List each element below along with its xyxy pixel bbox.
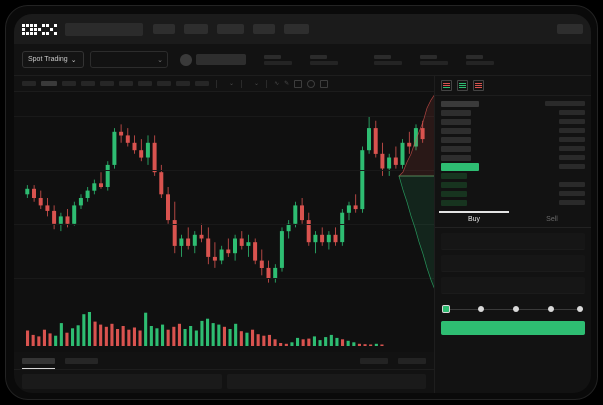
trade-tabs: Buy Sell <box>435 211 591 228</box>
slider-step-25[interactable] <box>478 306 484 312</box>
candlestick-chart[interactable] <box>14 92 434 304</box>
timeframe-button-6[interactable] <box>119 81 133 86</box>
volume-svg <box>26 312 384 346</box>
orderbook-ask-row[interactable] <box>441 144 585 153</box>
order-book[interactable] <box>435 96 591 210</box>
depth-chart <box>397 92 439 304</box>
market-bar: Spot Trading ⌄ ⌄ <box>14 44 591 76</box>
amount-slider[interactable] <box>442 305 583 314</box>
nav-item-5[interactable] <box>284 24 309 34</box>
nav-item-1[interactable] <box>153 24 175 34</box>
nav-item-6[interactable] <box>557 24 583 34</box>
orderbook-view-icons <box>435 76 591 96</box>
stat-24h-high <box>310 54 338 65</box>
fullscreen-icon[interactable] <box>320 79 329 88</box>
candles-svg <box>25 117 425 283</box>
orderbook-ask-row[interactable] <box>441 153 585 162</box>
orderbook-header <box>441 99 585 108</box>
slider-step-100[interactable] <box>577 306 583 312</box>
bottom-panel-left <box>22 374 222 389</box>
timeframe-button-7[interactable] <box>138 81 152 86</box>
toolbar-divider <box>266 79 268 88</box>
camera-icon[interactable] <box>294 79 303 88</box>
chevron-down-icon[interactable]: ⌄ <box>254 80 260 87</box>
bottom-tabs <box>14 352 434 370</box>
spot-trading-select[interactable]: Spot Trading ⌄ <box>22 51 84 68</box>
pencil-icon[interactable]: ✎ <box>284 80 290 87</box>
orderbook-bid-row[interactable] <box>441 180 585 189</box>
okx-logo-o-icon <box>22 23 33 35</box>
orderbook-ask-row[interactable] <box>441 108 585 117</box>
chevron-down-icon: ⌄ <box>157 56 163 64</box>
orderbook-view-asks-icon[interactable] <box>473 80 484 91</box>
tab-filter[interactable] <box>360 357 388 364</box>
settings-icon[interactable] <box>307 79 316 88</box>
tab-order-history[interactable] <box>65 357 98 364</box>
timeframe-button-10[interactable] <box>195 81 209 86</box>
toolbar-divider <box>216 79 217 88</box>
slider-step-50[interactable] <box>513 306 519 312</box>
timeframe-button-5[interactable] <box>100 81 114 86</box>
coin-avatar <box>180 53 192 66</box>
okx-logo[interactable] <box>22 23 57 35</box>
app-screen: Spot Trading ⌄ ⌄ <box>14 14 591 393</box>
timeframe-button-1[interactable] <box>22 81 36 86</box>
chart-toolbar: ⌄ ⌄ ∿ ✎ <box>14 76 434 92</box>
nav-item-4[interactable] <box>253 24 275 34</box>
depth-svg <box>398 92 436 291</box>
stat-24h-volume <box>420 54 448 65</box>
orderbook-ask-row[interactable] <box>441 135 585 144</box>
order-total-field[interactable] <box>441 277 585 294</box>
orderbook-ask-row[interactable] <box>441 117 585 126</box>
stat-24h-low <box>374 54 402 65</box>
nav-search-input[interactable] <box>65 22 143 36</box>
stat-24h-change <box>264 54 292 65</box>
bottom-panels <box>14 370 434 393</box>
timeframe-button-3[interactable] <box>62 81 76 86</box>
spot-trading-label: Spot Trading <box>28 56 68 63</box>
orderbook-view-both-icon[interactable] <box>441 80 452 91</box>
okx-logo-x-icon <box>46 23 57 35</box>
tab-buy[interactable]: Buy <box>435 211 513 227</box>
orderbook-view-bids-icon[interactable] <box>457 80 468 91</box>
volume-chart <box>14 304 434 352</box>
toolbar-divider <box>241 79 243 88</box>
slider-step-75[interactable] <box>548 306 554 312</box>
okx-logo-k-icon <box>34 23 45 35</box>
order-price-field[interactable] <box>441 233 585 250</box>
nav-item-2[interactable] <box>184 24 208 34</box>
chevron-down-icon: ⌄ <box>70 56 77 64</box>
orderbook-bid-row[interactable] <box>441 171 585 180</box>
submit-order-button[interactable] <box>441 321 585 335</box>
tab-open-orders[interactable] <box>22 357 55 369</box>
top-nav <box>14 14 591 44</box>
orderbook-spread-row <box>441 162 585 171</box>
timeframe-button-8[interactable] <box>157 81 171 86</box>
timeframe-button-4[interactable] <box>81 81 95 86</box>
slider-handle[interactable] <box>442 305 450 313</box>
orderbook-bid-row[interactable] <box>441 189 585 198</box>
line-style-icon[interactable]: ∿ <box>274 80 280 87</box>
timeframe-button-9[interactable] <box>176 81 190 86</box>
stat-24h-turnover <box>466 54 494 65</box>
bottom-panel-right <box>226 374 426 389</box>
tab-hide-others[interactable] <box>398 357 426 364</box>
timeframe-button-2[interactable] <box>41 81 57 86</box>
chevron-down-icon[interactable]: ⌄ <box>229 80 235 87</box>
nav-item-3[interactable] <box>217 24 244 34</box>
tab-sell[interactable]: Sell <box>546 216 558 223</box>
orderbook-ask-row[interactable] <box>441 126 585 135</box>
order-amount-field[interactable] <box>441 255 585 272</box>
trading-pair-select[interactable]: ⌄ <box>90 51 168 68</box>
last-price-value <box>196 54 246 65</box>
orderbook-bid-row[interactable] <box>441 198 585 207</box>
right-panel: Buy Sell <box>434 76 591 393</box>
